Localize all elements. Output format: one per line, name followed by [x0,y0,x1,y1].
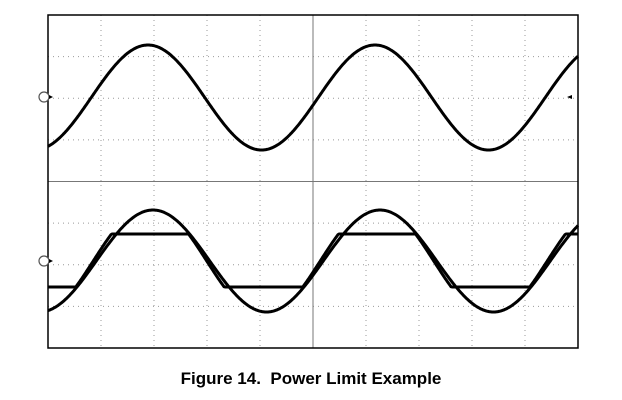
trigger-marker [567,95,572,99]
input-waveform [47,43,580,152]
channel-1-arrow [49,95,53,99]
channel-markers [38,91,572,267]
screen-border [47,14,579,349]
output-waveform [47,208,580,314]
channel-2-arrow [49,259,53,263]
channel-2-marker [38,255,50,267]
figure-caption: Figure 14. Power Limit Example [181,369,442,388]
channel-1-marker [38,91,50,103]
graticule [48,15,578,348]
waveforms [47,43,580,314]
limited-waveform [47,232,579,289]
